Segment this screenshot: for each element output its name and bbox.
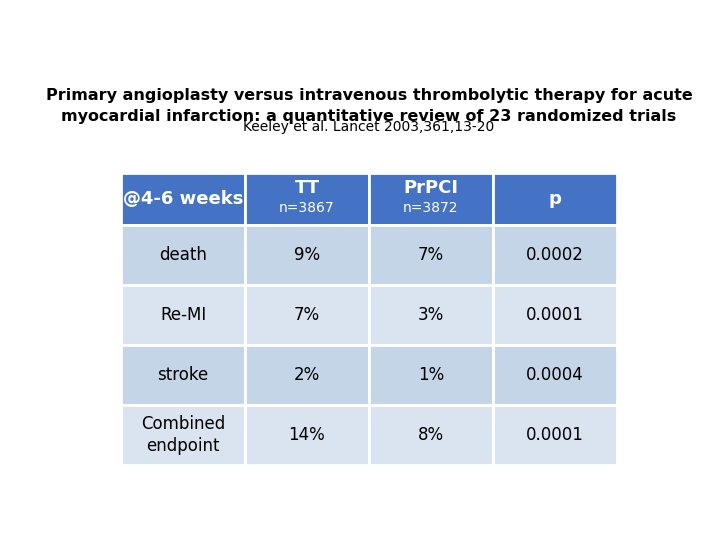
Bar <box>369 405 493 465</box>
Bar <box>121 405 245 465</box>
Text: stroke: stroke <box>158 366 209 384</box>
Text: 9%: 9% <box>294 246 320 264</box>
Text: 8%: 8% <box>418 426 444 444</box>
Text: 1%: 1% <box>418 366 444 384</box>
Bar <box>121 345 245 405</box>
Text: TT: TT <box>294 179 320 197</box>
Text: n=3867: n=3867 <box>279 201 335 215</box>
Text: p: p <box>549 190 562 208</box>
Text: 3%: 3% <box>418 306 444 324</box>
Bar <box>369 225 493 285</box>
Bar <box>121 173 245 225</box>
Bar <box>369 173 493 225</box>
Bar <box>369 345 493 405</box>
Bar <box>493 345 617 405</box>
Bar <box>493 173 617 225</box>
Text: Combined
endpoint: Combined endpoint <box>141 415 225 455</box>
Text: death: death <box>159 246 207 264</box>
Bar <box>245 225 369 285</box>
Text: 7%: 7% <box>294 306 320 324</box>
Bar <box>493 285 617 345</box>
Bar <box>493 405 617 465</box>
Text: 14%: 14% <box>289 426 325 444</box>
Bar <box>245 345 369 405</box>
Text: Primary angioplasty versus intravenous thrombolytic therapy for acute
myocardial: Primary angioplasty versus intravenous t… <box>45 88 693 124</box>
Text: 0.0001: 0.0001 <box>526 306 584 324</box>
Bar <box>121 285 245 345</box>
Bar <box>369 285 493 345</box>
Bar <box>245 173 369 225</box>
Text: Keeley et al. Lancet 2003,361,13-20: Keeley et al. Lancet 2003,361,13-20 <box>243 120 495 134</box>
Text: 7%: 7% <box>418 246 444 264</box>
Bar <box>493 225 617 285</box>
Bar <box>121 225 245 285</box>
Text: PrPCI: PrPCI <box>403 179 459 197</box>
Text: 0.0002: 0.0002 <box>526 246 584 264</box>
Bar <box>245 405 369 465</box>
Text: 0.0001: 0.0001 <box>526 426 584 444</box>
Text: 2%: 2% <box>294 366 320 384</box>
Text: Re-MI: Re-MI <box>160 306 206 324</box>
Text: @4-6 weeks: @4-6 weeks <box>123 190 243 208</box>
Bar <box>245 285 369 345</box>
Text: n=3872: n=3872 <box>403 201 459 215</box>
Text: 0.0004: 0.0004 <box>526 366 584 384</box>
